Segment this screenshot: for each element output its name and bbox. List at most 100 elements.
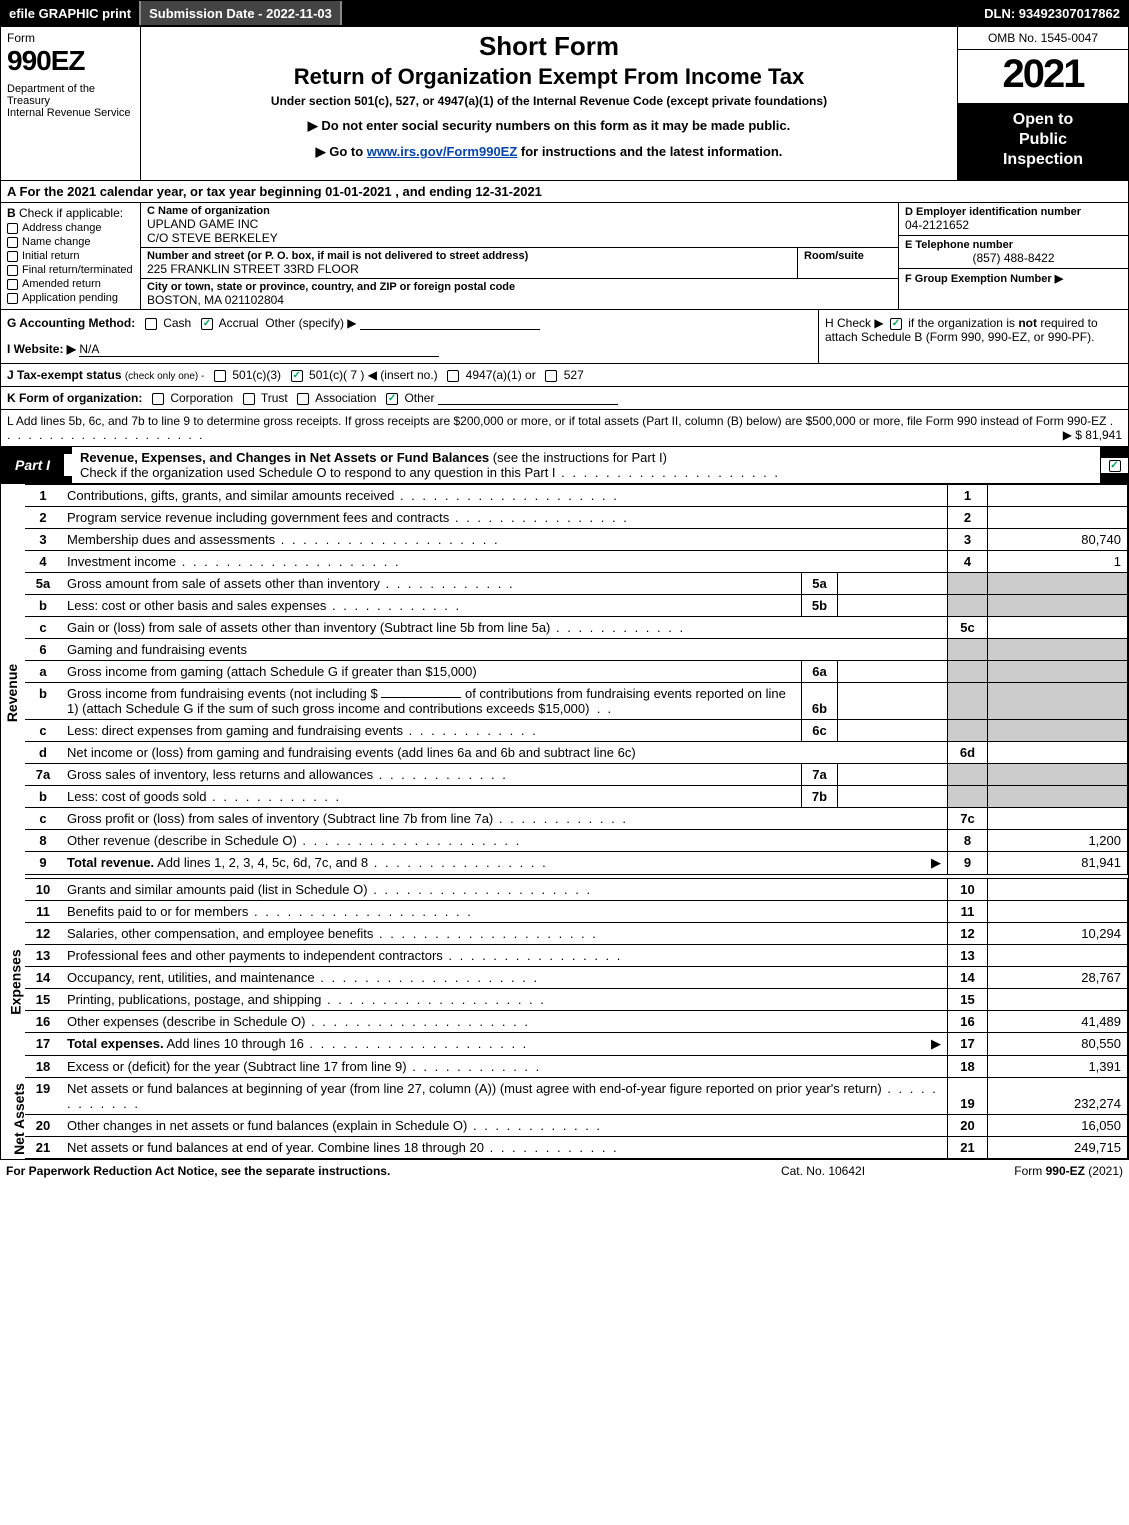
- section-g-i: G Accounting Method: Cash Accrual Other …: [1, 310, 818, 363]
- line-num: 9: [25, 852, 61, 875]
- line-6c-subval: [838, 720, 948, 742]
- checkbox-icon[interactable]: [7, 251, 18, 262]
- line-desc: Excess or (deficit) for the year (Subtra…: [61, 1056, 948, 1078]
- checkbox-corp[interactable]: [152, 393, 164, 405]
- line-17-text: Add lines 10 through 16: [164, 1036, 304, 1051]
- b-opt-address-label: Address change: [22, 222, 102, 234]
- checkbox-icon[interactable]: [7, 279, 18, 290]
- side-revenue: Revenue: [1, 485, 25, 879]
- line-6b: b Gross income from fundraising events (…: [1, 683, 1128, 720]
- j-label: J Tax-exempt status: [7, 368, 122, 382]
- checkbox-assoc[interactable]: [297, 393, 309, 405]
- checkbox-h[interactable]: [890, 318, 902, 330]
- checkbox-icon[interactable]: [7, 293, 18, 304]
- checkbox-icon[interactable]: [7, 223, 18, 234]
- line-num: 17: [25, 1033, 61, 1056]
- checkbox-501c[interactable]: [291, 370, 303, 382]
- i-label: I Website: ▶: [7, 342, 76, 356]
- short-form-title: Short Form: [149, 31, 949, 62]
- line-num: 1: [25, 485, 61, 507]
- dots-icon: [368, 882, 592, 897]
- shade-cell: [948, 595, 988, 617]
- line-rnum: 3: [948, 529, 988, 551]
- efile-label: efile GRAPHIC print: [1, 1, 141, 25]
- goto-post: for instructions and the latest informat…: [517, 144, 782, 159]
- line-2: 2 Program service revenue including gove…: [1, 507, 1128, 529]
- checkbox-trust[interactable]: [243, 393, 255, 405]
- section-bcd: B Check if applicable: Address change Na…: [1, 203, 1128, 310]
- line-desc: Total expenses. Add lines 10 through 16▶: [61, 1033, 948, 1056]
- checkbox-icon[interactable]: [7, 265, 18, 276]
- g-row: G Accounting Method: Cash Accrual Other …: [7, 316, 812, 330]
- footer-left: For Paperwork Reduction Act Notice, see …: [6, 1164, 723, 1178]
- line-rnum: 2: [948, 507, 988, 529]
- k-other: Other: [404, 391, 434, 405]
- side-netassets-label: Net Assets: [11, 1083, 27, 1155]
- form-number: 990EZ: [7, 45, 134, 77]
- line-20-text: Other changes in net assets or fund bala…: [67, 1118, 467, 1133]
- line-11-val: [988, 901, 1128, 923]
- part1-title-rest: (see the instructions for Part I): [489, 450, 667, 465]
- line-num: a: [25, 661, 61, 683]
- line-desc: Gross profit or (loss) from sales of inv…: [61, 808, 948, 830]
- section-b: B Check if applicable: Address change Na…: [1, 203, 141, 309]
- line-5b: b Less: cost or other basis and sales ex…: [1, 595, 1128, 617]
- checkbox-icon[interactable]: [7, 237, 18, 248]
- checkbox-4947[interactable]: [447, 370, 459, 382]
- line-desc: Grants and similar amounts paid (list in…: [61, 879, 948, 901]
- c-addr-label: Number and street (or P. O. box, if mail…: [147, 250, 791, 262]
- irs-link[interactable]: www.irs.gov/Form990EZ: [367, 144, 518, 159]
- arrow-icon: ▶: [931, 1036, 941, 1052]
- line-desc: Salaries, other compensation, and employ…: [61, 923, 948, 945]
- checkbox-accrual[interactable]: [201, 318, 213, 330]
- line-7b-text: Less: cost of goods sold: [67, 789, 206, 804]
- line-desc: Total revenue. Add lines 1, 2, 3, 4, 5c,…: [61, 852, 948, 875]
- dots-icon: [321, 992, 545, 1007]
- line-rnum: 15: [948, 989, 988, 1011]
- line-17: 17 Total expenses. Add lines 10 through …: [1, 1033, 1128, 1056]
- b-opt-amended: Amended return: [7, 278, 134, 290]
- dots-icon: [403, 723, 538, 738]
- checkbox-cash[interactable]: [145, 318, 157, 330]
- line-3-text: Membership dues and assessments: [67, 532, 275, 547]
- line-num: 18: [25, 1056, 61, 1078]
- line-desc: Less: cost or other basis and sales expe…: [61, 595, 802, 617]
- checkbox-other[interactable]: [386, 393, 398, 405]
- dots-icon: [275, 532, 499, 547]
- c-room: Room/suite: [798, 248, 898, 278]
- line-13: 13 Professional fees and other payments …: [1, 945, 1128, 967]
- shade-cell: [948, 661, 988, 683]
- line-6b-text-a: Gross income from fundraising events (no…: [67, 686, 378, 701]
- tel-value: (857) 488-8422: [905, 251, 1122, 265]
- line-rnum: 8: [948, 830, 988, 852]
- line-5c-text: Gain or (loss) from sale of assets other…: [67, 620, 550, 635]
- line-7c-val: [988, 808, 1128, 830]
- line-6c: c Less: direct expenses from gaming and …: [1, 720, 1128, 742]
- line-2-val: [988, 507, 1128, 529]
- checkbox-part1[interactable]: [1109, 460, 1121, 472]
- line-desc: Gaming and fundraising events: [61, 639, 948, 661]
- line-6a-subval: [838, 661, 948, 683]
- dots-icon: [248, 904, 472, 919]
- line-desc: Gross amount from sale of assets other t…: [61, 573, 802, 595]
- line-rnum: 9: [948, 852, 988, 875]
- l-amount: ▶ $ 81,941: [1063, 428, 1122, 442]
- line-9: 9 Total revenue. Add lines 1, 2, 3, 4, 5…: [1, 852, 1128, 875]
- under-section: Under section 501(c), 527, or 4947(a)(1)…: [149, 94, 949, 108]
- b-opt-address: Address change: [7, 222, 134, 234]
- section-k: K Form of organization: Corporation Trus…: [1, 387, 1128, 410]
- c-addr-block: Number and street (or P. O. box, if mail…: [141, 248, 898, 279]
- line-11-text: Benefits paid to or for members: [67, 904, 248, 919]
- c-city-label: City or town, state or province, country…: [147, 281, 892, 293]
- k-other-fill: [438, 391, 618, 405]
- line-6d: d Net income or (loss) from gaming and f…: [1, 742, 1128, 764]
- line-5b-subval: [838, 595, 948, 617]
- checkbox-527[interactable]: [545, 370, 557, 382]
- b-opt-final-label: Final return/terminated: [22, 264, 133, 276]
- checkbox-501c3[interactable]: [214, 370, 226, 382]
- line-20: 20 Other changes in net assets or fund b…: [1, 1115, 1128, 1137]
- line-10-text: Grants and similar amounts paid (list in…: [67, 882, 368, 897]
- line-rnum: 10: [948, 879, 988, 901]
- inspection-label: Open to Public Inspection: [958, 104, 1128, 180]
- header-left: Form 990EZ Department of the Treasury In…: [1, 27, 141, 180]
